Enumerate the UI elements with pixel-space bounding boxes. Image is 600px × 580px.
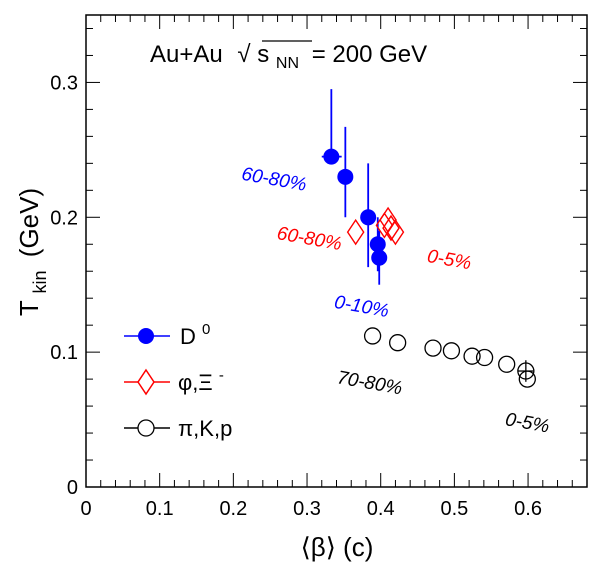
centrality-annotation: 0-10% xyxy=(333,292,391,322)
x-tick-label: 0.1 xyxy=(146,498,174,520)
legend-label-d0-sup: 0 xyxy=(202,321,210,338)
y-tick-label: 0.3 xyxy=(50,72,78,94)
svg-text:φ,Ξ -: φ,Ξ - xyxy=(178,367,224,395)
legend-label-phi-xi: φ,Ξ xyxy=(178,370,213,395)
svg-text:D 0: D 0 xyxy=(180,321,210,349)
y-tick-label: 0 xyxy=(67,477,78,499)
legend-label-phi-xi-sup: - xyxy=(219,367,224,384)
centrality-annotation: 0-5% xyxy=(504,409,551,437)
title-prefix: Au+Au xyxy=(150,41,223,68)
centrality-annotation: 0-5% xyxy=(426,246,473,274)
y-tick-labels: 0 0.1 0.2 0.3 xyxy=(50,72,78,499)
phi-xi-point xyxy=(375,212,394,239)
d0-point xyxy=(371,249,388,266)
pikp-point xyxy=(463,347,481,365)
title-s: s xyxy=(257,41,269,68)
centrality-annotation: 60-80% xyxy=(275,223,343,255)
legend-item-d0: D 0 xyxy=(124,321,210,349)
centrality-annotation: 60-80% xyxy=(240,164,308,196)
pikp-point xyxy=(424,339,442,357)
pikp-point xyxy=(442,342,461,360)
pikp-point xyxy=(389,334,407,352)
x-tick-label: 0.3 xyxy=(293,498,321,520)
pikp-point xyxy=(475,348,494,367)
legend-label-d0: D xyxy=(180,324,196,349)
d0-point xyxy=(337,168,354,185)
y-axis-title-sub: kin xyxy=(30,270,50,293)
legend-marker-phi-xi xyxy=(137,368,155,396)
pikp-point xyxy=(517,362,535,380)
y-axis-title-main: T xyxy=(14,300,44,316)
x-tick-label: 0.4 xyxy=(367,498,395,520)
legend: D 0 φ,Ξ - π,K,p xyxy=(124,321,232,441)
y-axis-title-unit: (GeV) xyxy=(14,188,44,257)
legend-item-pikp: π,K,p xyxy=(124,416,232,441)
legend-marker-d0 xyxy=(138,328,154,344)
data-marks xyxy=(321,89,536,388)
d0-point xyxy=(369,236,386,253)
phi-xi-point xyxy=(386,218,405,246)
annotations: 60-80% 60-80% 0-5% 0-10% 70-80% 0-5% xyxy=(240,164,551,438)
centrality-annotation: 70-80% xyxy=(336,367,404,399)
title-sub: NN xyxy=(276,55,299,72)
x-tick-labels: 0 0.1 0.2 0.3 0.4 0.5 0.6 xyxy=(80,498,542,520)
legend-label-pikp: π,K,p xyxy=(178,416,232,441)
legend-marker-pikp xyxy=(137,419,155,437)
y-tick-label: 0.1 xyxy=(50,342,78,364)
x-tick-label: 0 xyxy=(80,498,91,520)
title-suffix: = 200 GeV xyxy=(312,41,427,68)
x-axis-title: ⟨β⟩ (c) xyxy=(301,532,374,562)
pikp-point xyxy=(363,327,382,345)
pikp-point xyxy=(518,370,536,388)
x-tick-label: 0.5 xyxy=(440,498,468,520)
legend-item-phi-xi: φ,Ξ - xyxy=(124,367,224,396)
axis-ticks xyxy=(85,15,588,488)
pikp-point xyxy=(498,355,516,373)
phi-xi-point xyxy=(346,218,365,246)
x-tick-label: 0.6 xyxy=(514,498,542,520)
chart-title: Au+Au √ s NN = 200 GeV xyxy=(150,41,427,74)
d0-point xyxy=(360,209,377,226)
sqrt-symbol: √ xyxy=(237,41,251,68)
y-tick-label: 0.2 xyxy=(50,207,78,229)
d0-point xyxy=(323,148,340,165)
x-tick-label: 0.2 xyxy=(219,498,247,520)
svg-text:T kin (GeV): T kin (GeV) xyxy=(14,188,52,316)
phi-xi-point xyxy=(382,214,400,242)
y-axis-title: T kin (GeV) xyxy=(14,188,52,316)
